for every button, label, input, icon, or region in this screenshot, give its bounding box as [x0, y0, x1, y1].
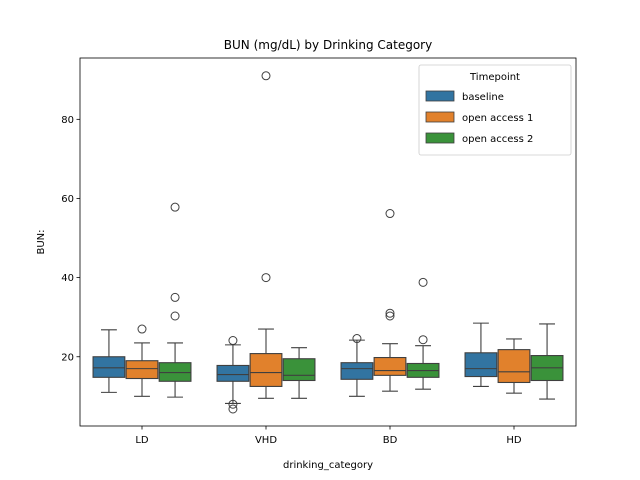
box-body [249, 353, 283, 387]
box-hd-open-access-2 [530, 323, 564, 400]
box-body [464, 352, 498, 378]
x-tick-label: VHD [255, 435, 277, 446]
outlier-point [261, 71, 271, 81]
box-body [340, 362, 374, 380]
box-bd-baseline [340, 334, 374, 397]
outlier-point [418, 277, 428, 287]
outlier-point [170, 311, 180, 321]
outlier-point [137, 324, 147, 334]
box-vhd-open-access-2 [282, 347, 316, 399]
y-axis-label: BUN: [36, 229, 47, 254]
plot-frame [79, 57, 577, 427]
box-body [92, 356, 126, 378]
box-body [158, 362, 192, 382]
box-body [125, 360, 159, 380]
legend-box [418, 64, 572, 156]
box-bd-open-access-1 [373, 209, 407, 392]
legend-swatch [425, 111, 455, 123]
x-axis: LD VHD BD HD [135, 426, 522, 446]
legend: Timepoint baseline open access 1 open acces… [418, 64, 572, 156]
y-tick-label: 20 [61, 352, 74, 363]
box-ld-open-access-2 [158, 202, 192, 398]
chart-title: BUN (mg/dL) by Drinking Category [224, 38, 432, 52]
legend-swatch [425, 90, 455, 102]
x-tick-label: LD [135, 435, 149, 446]
outlier-point [261, 273, 271, 283]
outlier-point [228, 399, 238, 409]
y-tick-label: 80 [61, 115, 74, 126]
box-bd-open-access-2 [406, 277, 440, 390]
outlier-point [228, 336, 238, 346]
y-axis: 20 40 60 80 [61, 115, 80, 363]
y-tick-label: 40 [61, 273, 74, 284]
legend-swatch [425, 132, 455, 144]
legend-entry: open access 2 [462, 134, 533, 145]
box-body [282, 358, 316, 382]
outlier-point [385, 308, 395, 318]
box-body [216, 364, 250, 382]
box-hd-baseline [464, 322, 498, 387]
outlier-point [385, 209, 395, 219]
box-body [373, 356, 407, 376]
outlier-point [352, 334, 362, 344]
box-vhd-open-access-1 [249, 71, 283, 399]
x-axis-label: drinking_category [283, 460, 373, 471]
box-hd-open-access-1 [497, 338, 531, 394]
legend-title: Timepoint [469, 72, 520, 83]
outlier-point [385, 311, 395, 321]
legend-entry: baseline [462, 92, 504, 103]
box-layer [92, 71, 564, 414]
legend-entry: open access 1 [462, 113, 533, 124]
y-tick-label: 60 [61, 194, 74, 205]
outlier-point [170, 292, 180, 302]
outlier-point [170, 202, 180, 212]
outlier-point [228, 404, 238, 414]
box-body [497, 349, 531, 384]
x-tick-label: BD [383, 435, 398, 446]
box-ld-baseline [92, 329, 126, 393]
outlier-point [418, 335, 428, 345]
box-vhd-baseline [216, 336, 250, 414]
x-tick-label: HD [506, 435, 522, 446]
box-ld-open-access-1 [125, 324, 159, 397]
